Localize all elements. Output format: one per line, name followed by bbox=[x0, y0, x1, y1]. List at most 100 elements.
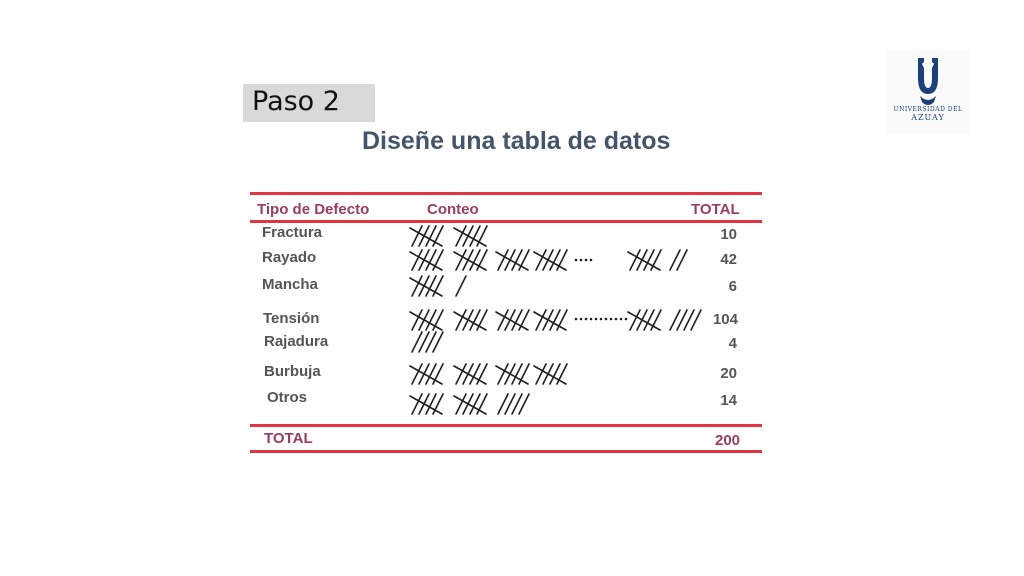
ellipsis-dot bbox=[609, 317, 613, 321]
table-header-rule bbox=[250, 220, 762, 223]
tally-stroke bbox=[411, 225, 423, 247]
tally-cross bbox=[453, 227, 487, 247]
ellipsis-dot bbox=[604, 317, 608, 321]
ellipsis-dot bbox=[579, 317, 583, 321]
tally-stroke bbox=[469, 225, 481, 247]
row-total-rayado: 42 bbox=[720, 251, 737, 268]
header-count: Conteo bbox=[427, 201, 479, 218]
tally-stroke bbox=[425, 225, 437, 247]
tally-stroke bbox=[455, 393, 467, 415]
tally-cross bbox=[495, 251, 529, 271]
tally-cross bbox=[495, 311, 529, 331]
logo-line-1: UNIVERSIDAD DEL bbox=[893, 106, 963, 113]
row-label-otros: Otros bbox=[267, 389, 308, 406]
tally-stroke bbox=[511, 363, 523, 385]
tally-cross bbox=[533, 365, 567, 385]
table-bottom-rule bbox=[250, 450, 762, 453]
tally-stroke bbox=[497, 363, 509, 385]
table-body-rule bbox=[250, 424, 762, 427]
tally-stroke bbox=[497, 249, 509, 271]
tally-stroke bbox=[469, 363, 481, 385]
tally-stroke bbox=[469, 393, 481, 415]
tally-stroke bbox=[469, 309, 481, 331]
row-label-rajadura: Rajadura bbox=[264, 333, 329, 350]
tally-stroke bbox=[511, 309, 523, 331]
tally-stroke bbox=[690, 309, 702, 331]
footer-total-value: 200 bbox=[715, 432, 741, 449]
tally-cross bbox=[453, 251, 487, 271]
tally-stroke bbox=[518, 393, 530, 415]
tally-stroke bbox=[643, 249, 655, 271]
tally-stroke bbox=[511, 393, 523, 415]
tally-stroke bbox=[497, 393, 509, 415]
slide-title: Diseñe una tabla de datos bbox=[362, 127, 671, 155]
tally-stroke bbox=[629, 309, 641, 331]
tally-cross bbox=[453, 395, 487, 415]
tally-stroke bbox=[455, 363, 467, 385]
tally-stroke bbox=[469, 249, 481, 271]
tally-stroke bbox=[432, 331, 444, 353]
tally-stroke bbox=[549, 363, 561, 385]
row-label-burbuja: Burbuja bbox=[264, 363, 321, 380]
tally-stroke bbox=[425, 249, 437, 271]
tally-stroke bbox=[455, 275, 467, 297]
tally-stroke bbox=[455, 225, 467, 247]
logo-line-2: AZUAY bbox=[911, 113, 945, 122]
tally-cross bbox=[409, 277, 443, 297]
header-total: TOTAL bbox=[691, 201, 740, 218]
university-logo-icon bbox=[886, 50, 970, 134]
tally-stroke bbox=[455, 309, 467, 331]
tally-cross bbox=[627, 311, 661, 331]
ellipsis-dot bbox=[574, 317, 578, 321]
tally-cross bbox=[533, 251, 567, 271]
tally-cross bbox=[409, 227, 443, 247]
tally-stroke bbox=[425, 275, 437, 297]
ellipsis-dot bbox=[599, 317, 603, 321]
tally-cross bbox=[627, 251, 661, 271]
tally-stroke bbox=[504, 393, 516, 415]
tally-stroke bbox=[425, 393, 437, 415]
tally-stroke bbox=[497, 309, 509, 331]
tally-stroke bbox=[511, 249, 523, 271]
ellipsis-dot bbox=[579, 258, 583, 262]
tally-cross bbox=[495, 365, 529, 385]
tally-stroke bbox=[535, 309, 547, 331]
tally-stroke bbox=[535, 363, 547, 385]
tally-stroke bbox=[669, 309, 681, 331]
ellipsis-dot bbox=[594, 317, 598, 321]
tally-stroke bbox=[535, 249, 547, 271]
tally-stroke bbox=[411, 309, 423, 331]
ellipsis-dot bbox=[619, 317, 623, 321]
row-total-fractura: 10 bbox=[720, 226, 737, 243]
tally-stroke bbox=[676, 249, 688, 271]
header-type: Tipo de Defecto bbox=[257, 201, 370, 218]
row-total-tension: 104 bbox=[712, 311, 738, 328]
tally-stroke bbox=[418, 331, 430, 353]
step-label: Paso 2 bbox=[252, 86, 340, 117]
row-label-rayado: Rayado bbox=[262, 249, 317, 266]
tally-stroke bbox=[411, 275, 423, 297]
logo-text: UNIVERSIDAD DEL AZUAY bbox=[886, 106, 970, 122]
tally-stroke bbox=[676, 309, 688, 331]
ellipsis-dot bbox=[624, 317, 628, 321]
tally-stroke bbox=[411, 393, 423, 415]
row-label-mancha: Mancha bbox=[262, 276, 318, 293]
ellipsis-dot bbox=[589, 258, 593, 262]
tally-stroke bbox=[411, 249, 423, 271]
tally-stroke bbox=[669, 249, 681, 271]
tally-cross bbox=[409, 395, 443, 415]
table-top-rule bbox=[250, 192, 762, 195]
ellipsis-dot bbox=[584, 317, 588, 321]
row-label-tension: Tensión bbox=[263, 310, 320, 327]
ellipsis-dot bbox=[614, 317, 618, 321]
row-label-fractura: Fractura bbox=[262, 224, 323, 241]
tally-stroke bbox=[455, 249, 467, 271]
tally-stroke bbox=[411, 363, 423, 385]
tally-stroke bbox=[425, 331, 437, 353]
tally-cross bbox=[409, 251, 443, 271]
tally-stroke bbox=[549, 309, 561, 331]
row-total-otros: 14 bbox=[720, 392, 737, 409]
tally-cross bbox=[409, 311, 443, 331]
footer-total-label: TOTAL bbox=[264, 430, 313, 447]
